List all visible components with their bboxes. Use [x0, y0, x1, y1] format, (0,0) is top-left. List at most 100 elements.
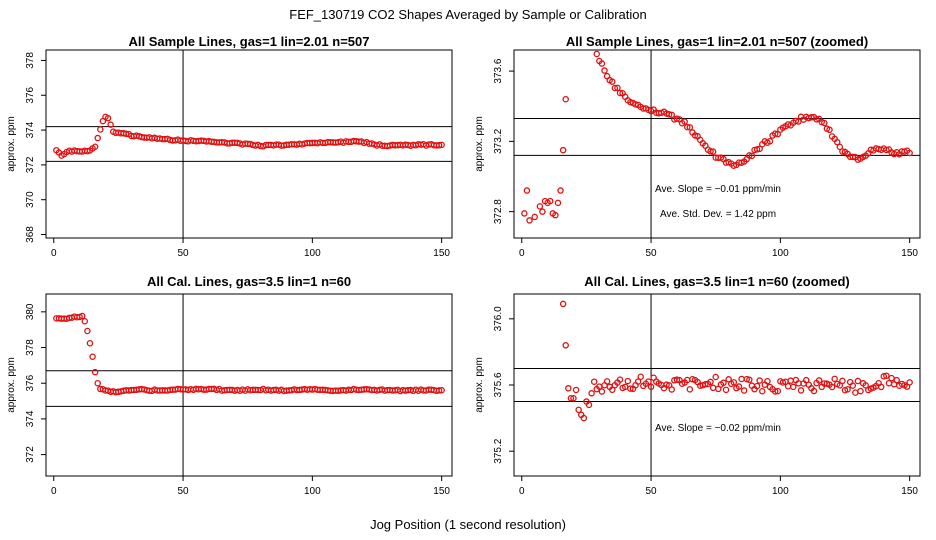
panel-title: All Cal. Lines, gas=3.5 lin=1 n=60 (zoom… [584, 274, 850, 289]
data-point [104, 114, 112, 122]
panel-1: All Sample Lines, gas=1 lin=2.01 n=507 0 5… [6, 34, 453, 259]
data-point [539, 208, 546, 215]
data-point [849, 382, 857, 389]
data-point [616, 376, 624, 383]
data-point [572, 386, 580, 394]
data-point [730, 379, 738, 386]
y-tick-label: 378 [25, 339, 36, 356]
data-point [559, 300, 567, 308]
data-point [601, 67, 608, 74]
figure-xlabel: Jog Position (1 second resolution) [370, 517, 566, 532]
data-point [684, 123, 691, 131]
panels: All Sample Lines, gas=1 lin=2.01 n=507 0 5… [6, 34, 921, 497]
data-point [836, 143, 844, 151]
panel-title: All Cal. Lines, gas=3.5 lin=1 n=60 [147, 274, 351, 289]
data-point [888, 374, 895, 382]
data-point [536, 203, 544, 210]
data-point [546, 197, 554, 205]
x-tick-label: 0 [519, 248, 525, 259]
data-point [570, 394, 577, 402]
y-tick-label: 368 [25, 226, 36, 243]
data-point [746, 376, 753, 384]
data-point [575, 406, 582, 414]
y-tick-label: 376 [25, 86, 36, 103]
data-points [53, 113, 445, 159]
data-point [774, 387, 782, 395]
data-points [53, 312, 445, 396]
data-point [91, 368, 99, 376]
data-point [790, 383, 797, 391]
data-point [86, 339, 94, 347]
data-point [681, 118, 688, 125]
y-tick-label: 376 [25, 374, 36, 391]
data-point [893, 376, 900, 384]
data-point [562, 95, 569, 103]
data-point [521, 210, 528, 217]
data-point [883, 372, 890, 379]
data-point [849, 153, 857, 161]
y-tick-label: 373.6 [493, 58, 504, 83]
data-point [585, 401, 593, 409]
x-tick-label: 150 [433, 486, 450, 497]
data-point [637, 373, 644, 381]
y-tick-label: 372 [25, 156, 36, 173]
data-point [632, 101, 639, 108]
x-tick-label: 0 [51, 486, 57, 497]
data-point [523, 187, 531, 194]
data-point [438, 141, 445, 149]
data-point [84, 327, 91, 335]
data-point [562, 342, 569, 349]
data-point [702, 381, 709, 388]
data-point [624, 377, 632, 385]
data-point [565, 385, 572, 392]
data-point [771, 388, 779, 395]
x-tick-label: 150 [433, 248, 450, 259]
y-tick-label: 374 [25, 410, 36, 427]
data-point [78, 312, 86, 320]
data-point [906, 379, 913, 386]
data-point [906, 149, 913, 157]
data-point [645, 378, 652, 385]
data-point [603, 378, 611, 385]
y-tick-label: 374 [25, 121, 36, 138]
annotation: Ave. Slope = −0.01 ppm/min [655, 184, 781, 195]
panel-4: All Cal. Lines, gas=3.5 lin=1 n=60 (zoom… [474, 274, 921, 497]
x-tick-label: 50 [177, 486, 189, 497]
data-point [668, 386, 675, 393]
x-tick-label: 50 [177, 248, 189, 259]
data-point [526, 217, 533, 224]
data-point [686, 124, 694, 131]
data-point [828, 383, 836, 391]
data-point [94, 134, 101, 142]
data-point [97, 126, 104, 133]
data-point [735, 383, 743, 390]
y-tick-label: 372.8 [493, 199, 504, 224]
y-axis-label: approx. ppm [474, 116, 485, 172]
data-point [438, 386, 445, 394]
x-tick-label: 0 [519, 486, 525, 497]
data-point [821, 119, 828, 127]
data-point [435, 387, 443, 394]
plot-frame [45, 293, 453, 477]
data-point [107, 121, 114, 128]
data-point [598, 60, 606, 67]
data-point [756, 145, 763, 153]
x-tick-label: 100 [304, 486, 321, 497]
panel-title: All Sample Lines, gas=1 lin=2.01 n=507 [129, 34, 370, 49]
data-point [707, 148, 714, 155]
data-point [753, 146, 761, 153]
y-tick-label: 372 [25, 446, 36, 463]
data-point [753, 382, 761, 390]
plot-frame [513, 49, 921, 239]
data-point [722, 386, 730, 394]
data-point [593, 50, 601, 58]
data-point [839, 377, 846, 385]
y-axis-label: approx. ppm [474, 357, 485, 413]
data-point [567, 394, 575, 402]
y-tick-label: 378 [25, 52, 36, 69]
data-point [634, 378, 642, 385]
y-tick-label: 376.0 [493, 306, 504, 331]
figure-title: FEF_130719 CO2 Shapes Averaged by Sample… [289, 7, 646, 22]
